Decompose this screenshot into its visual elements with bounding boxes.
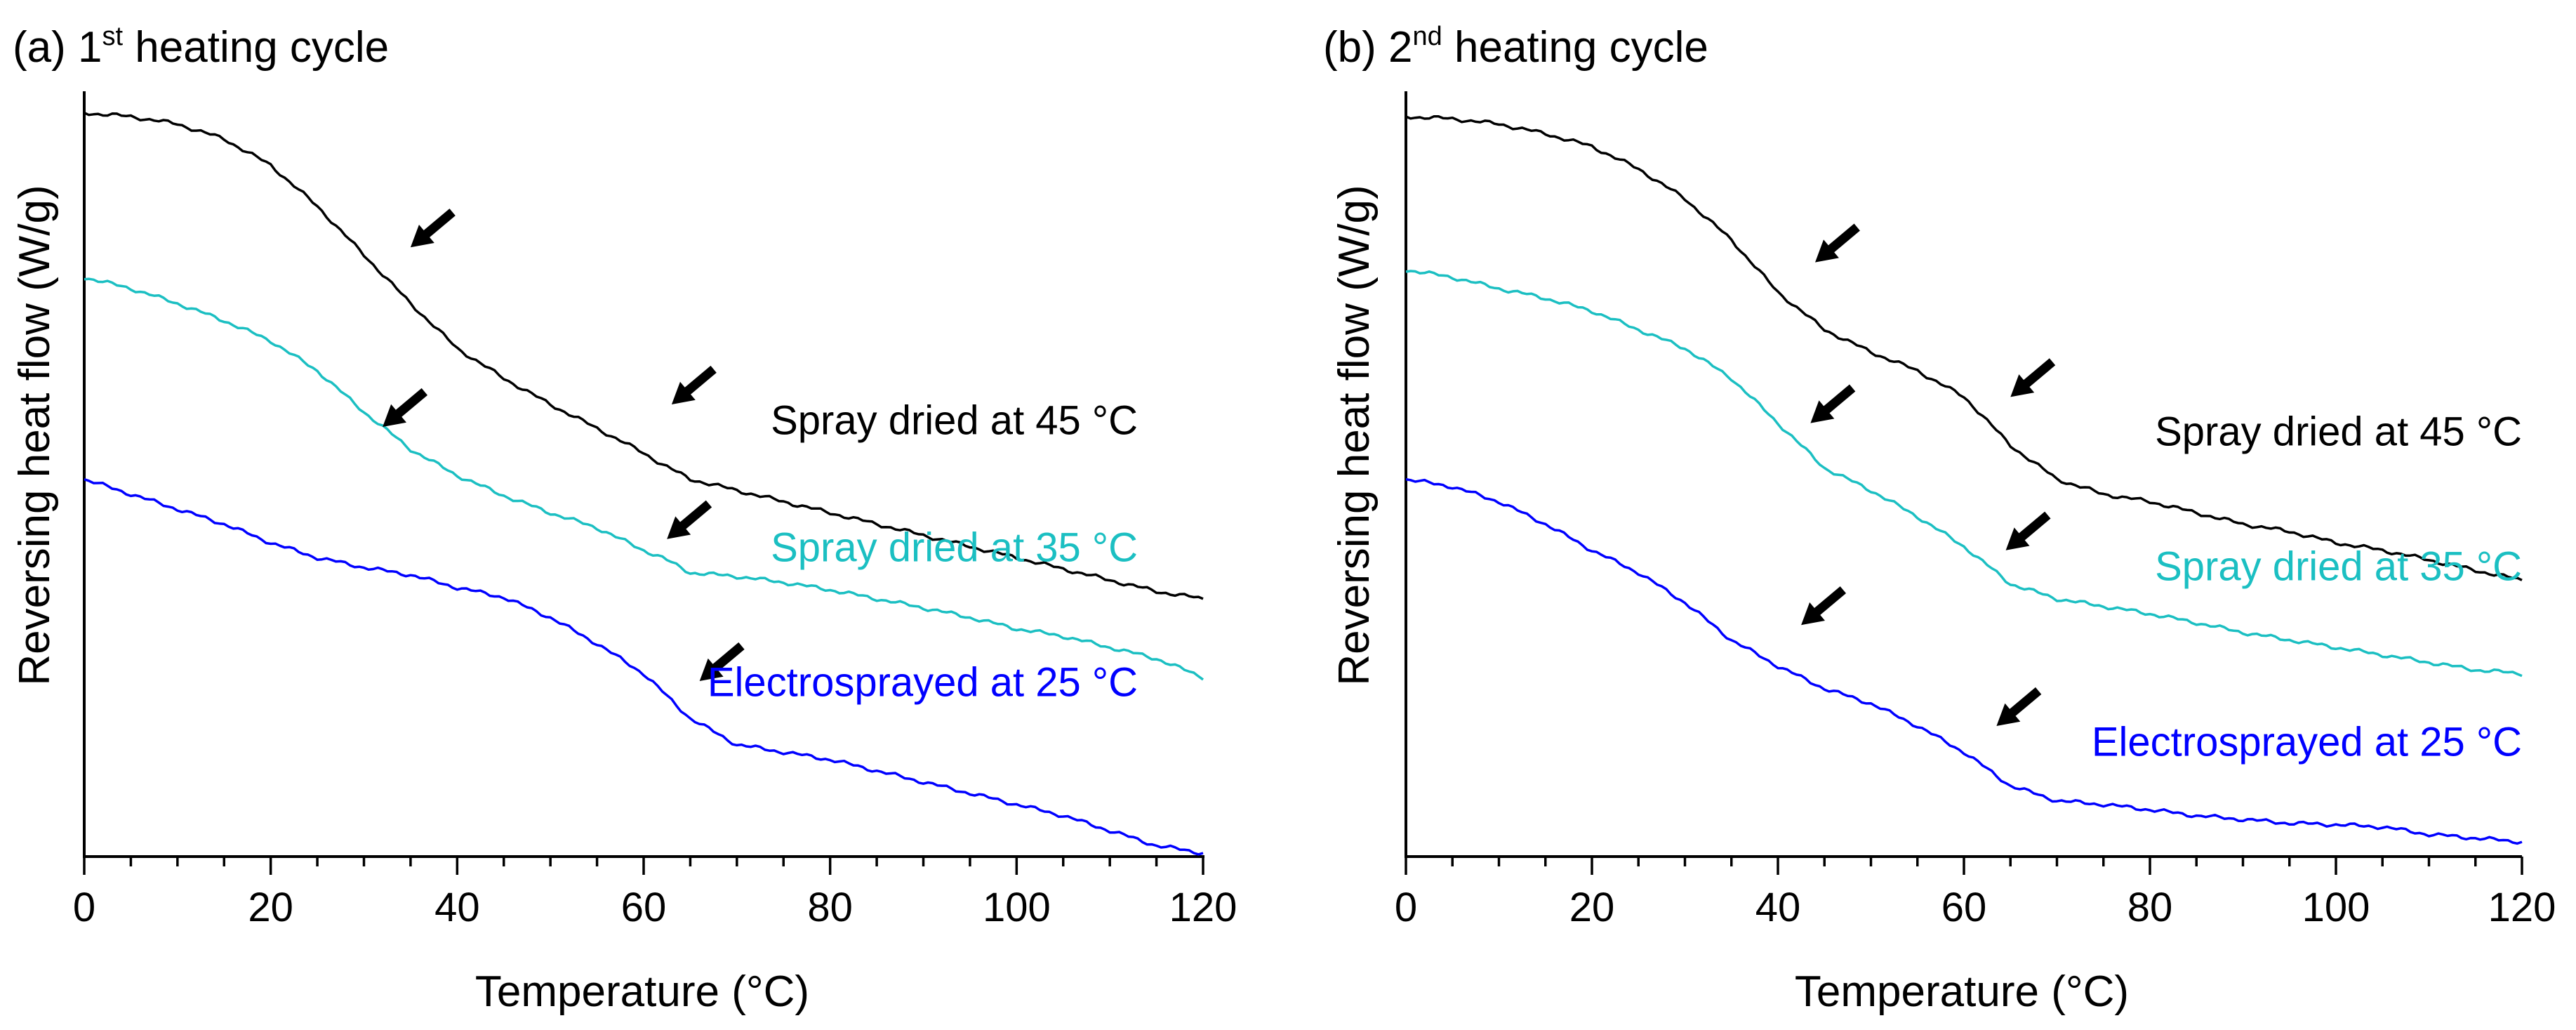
series-label: Spray dried at 35 °C: [2155, 543, 2522, 589]
arrow-shaft: [1819, 384, 1856, 417]
arrow-shaft: [2005, 687, 2042, 720]
transition-arrow: [410, 209, 456, 248]
transition-arrow: [671, 365, 717, 404]
x-tick-label: 80: [2127, 885, 2173, 930]
transition-arrow: [1801, 586, 1847, 626]
panel-b-title-prefix: (b) 2: [1323, 23, 1412, 72]
arrow-head: [2005, 527, 2030, 550]
transition-arrow: [2005, 511, 2051, 550]
arrow-head: [699, 658, 724, 681]
series-line: [84, 112, 1204, 600]
arrow-shaft: [2019, 358, 2056, 391]
x-tick-label: 100: [983, 885, 1051, 930]
arrow-head: [2010, 374, 2035, 397]
x-tick-label: 40: [434, 885, 480, 930]
x-tick-label: 100: [2302, 885, 2370, 930]
x-tick-label: 20: [1569, 885, 1615, 930]
arrow-shaft: [1810, 586, 1847, 619]
transition-arrow: [1810, 384, 1856, 423]
transition-arrow: [383, 388, 428, 427]
panel-b-series-labels: Spray dried at 45 °C Spray dried at 35 °C…: [2092, 409, 2522, 765]
x-tick-label: 60: [1941, 885, 1987, 930]
panel-b-x-ticks: 0 20 40 60 80 100 120: [1395, 857, 2556, 930]
panel-b-title-suffix: heating cycle: [1442, 23, 1708, 72]
series-label: Electrosprayed at 25 °C: [2092, 720, 2522, 765]
arrow-shaft: [1824, 223, 1860, 256]
panel-a-series-labels: Spray dried at 45 °C Spray dried at 35 °C…: [708, 398, 1138, 706]
arrow-shaft: [680, 365, 717, 398]
series-line: [1405, 270, 2523, 678]
transition-arrow: [667, 500, 712, 539]
panel-a-title-suffix: heating cycle: [123, 23, 389, 72]
x-tick-label: 0: [1395, 885, 1417, 930]
panel-a-title-superscript: st: [102, 22, 123, 51]
panel-a-title: (a) 1st heating cycle: [13, 22, 389, 72]
arrow-head: [1801, 602, 1826, 626]
transition-arrow: [2010, 358, 2056, 397]
arrow-head: [1996, 703, 2021, 726]
arrow-head: [410, 224, 434, 248]
arrow-shaft: [2014, 511, 2051, 544]
arrow-shaft: [675, 500, 712, 533]
series-line: [84, 277, 1204, 681]
panel-b-series: [1405, 114, 2523, 845]
transition-arrow: [699, 642, 745, 681]
panel-a-x-ticks: 0 20 40 60 80 100 120: [73, 857, 1237, 930]
x-tick-label: 20: [248, 885, 293, 930]
x-tick-label: 0: [73, 885, 95, 930]
x-tick-label: 120: [1169, 885, 1237, 930]
panel-a-y-axis-title: Reversing heat flow (W/g): [11, 185, 59, 685]
panel-a-x-axis-title: Temperature (°C): [475, 968, 809, 1016]
arrow-shaft: [708, 642, 745, 675]
arrow-head: [1815, 239, 1839, 263]
panel-b: (b) 2nd heating cycle Reversing heat flo…: [1323, 22, 2556, 1016]
transition-arrow: [1815, 223, 1860, 263]
arrow-head: [667, 516, 691, 539]
series-line: [1405, 114, 2523, 581]
panel-a-title-prefix: (a) 1: [13, 23, 102, 72]
panel-a-series: [84, 112, 1204, 856]
panel-b-title: (b) 2nd heating cycle: [1323, 22, 1708, 72]
arrow-shaft: [391, 388, 428, 421]
transition-arrow: [1996, 687, 2042, 726]
series-label: Spray dried at 45 °C: [771, 398, 1138, 444]
panel-b-x-axis-title: Temperature (°C): [1795, 968, 2129, 1016]
arrow-head: [671, 381, 696, 404]
series-label: Electrosprayed at 25 °C: [708, 659, 1138, 705]
arrow-head: [383, 404, 407, 427]
arrow-head: [1810, 400, 1835, 423]
series-line: [1405, 477, 2523, 845]
panel-a-arrows: [383, 209, 745, 681]
series-label: Spray dried at 45 °C: [2155, 409, 2522, 455]
panel-b-arrows: [1801, 223, 2056, 726]
panel-b-title-superscript: nd: [1412, 22, 1442, 51]
panel-b-y-axis-title: Reversing heat flow (W/g): [1330, 185, 1379, 685]
x-tick-label: 80: [807, 885, 853, 930]
x-tick-label: 60: [621, 885, 667, 930]
panel-a: (a) 1st heating cycle Reversing heat flo…: [11, 22, 1237, 1016]
series-label: Spray dried at 35 °C: [771, 525, 1138, 571]
x-tick-label: 40: [1755, 885, 1801, 930]
x-tick-label: 120: [2488, 885, 2556, 930]
arrow-shaft: [419, 209, 456, 242]
series-line: [84, 477, 1204, 856]
